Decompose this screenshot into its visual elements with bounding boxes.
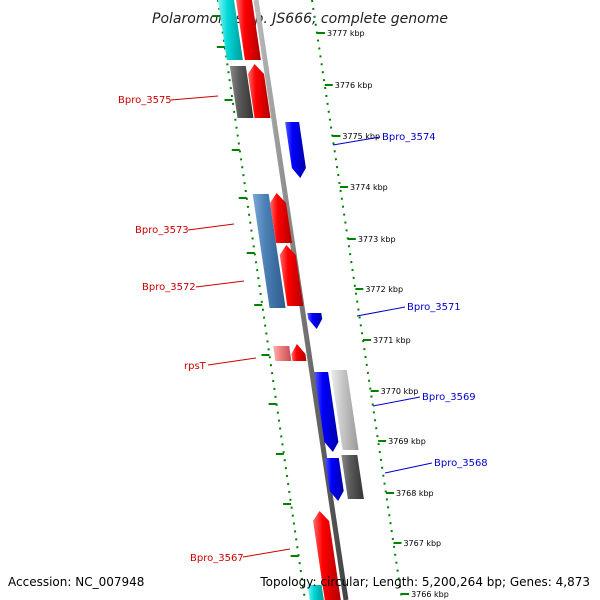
gene-label-right-3: Bpro_3568 (434, 458, 488, 469)
tick-label-6: 3771 kbp (373, 336, 411, 345)
gene-feature-1 (236, 0, 261, 60)
map-title: Polaromonas sp. JS666, complete genome (152, 11, 448, 27)
ruler-left-line (217, 0, 306, 600)
tick-label-11: 3766 kbp (411, 590, 449, 599)
tick-label-3: 3774 kbp (350, 183, 388, 192)
gene-feature-12 (330, 370, 359, 450)
gene-feature-2 (229, 66, 254, 118)
gene-label-left-0: Bpro_3575 (118, 95, 172, 106)
gene-label-left-1: Bpro_3573 (135, 225, 189, 236)
gene-leader-right-2 (372, 396, 421, 407)
gene-feature-13 (324, 458, 344, 501)
gene-feature-4 (285, 122, 306, 178)
label-group: Bpro_3575 Bpro_3573 Bpro_3572 rpsT Bpro_3567… (118, 95, 488, 564)
gene-feature-3 (248, 64, 271, 118)
tick-label-7: 3770 kbp (381, 387, 419, 396)
gene-feature-7 (279, 245, 304, 306)
tick-group: 3777 kbp 3776 kbp 3775 kbp 3774 kbp 3773 kbp… (212, 15, 449, 599)
tick-label-1: 3776 kbp (335, 81, 373, 90)
gene-leader-right-3 (384, 462, 433, 474)
tick-label-2: 3775 kbp (342, 132, 380, 141)
gene-leader-left-4 (242, 548, 291, 558)
gene-feature-15 (313, 511, 341, 600)
topology-label: Topology: circular; Length: 5,200,264 bp… (260, 575, 590, 589)
tick-label-5: 3772 kbp (365, 285, 403, 294)
ruler-right-line (311, 0, 403, 600)
gene-feature-0 (218, 0, 243, 60)
gene-label-left-2: Bpro_3572 (142, 282, 196, 293)
gene-leader-right-1 (356, 306, 406, 317)
gene-leader-left-2 (195, 280, 245, 288)
gene-label-left-4: Bpro_3567 (190, 553, 244, 564)
gene-label-right-1: Bpro_3571 (407, 302, 461, 313)
accession-label: Accession: NC_007948 (8, 575, 145, 589)
tick-label-4: 3773 kbp (358, 235, 396, 244)
gene-feature-14 (341, 455, 364, 499)
gene-feature-16 (307, 585, 324, 600)
gene-label-right-0: Bpro_3574 (382, 132, 436, 143)
gene-leader-left-0 (170, 95, 219, 101)
tick-label-10: 3767 kbp (403, 539, 441, 548)
gene-feature-8 (307, 313, 323, 329)
gene-feature-9 (273, 346, 292, 361)
ruler-group (217, 0, 403, 600)
gene-leader-right-0 (332, 136, 381, 146)
tick-label-9: 3768 kbp (396, 489, 434, 498)
feature-group (218, 0, 364, 600)
gene-label-right-2: Bpro_3569 (422, 392, 476, 403)
gene-label-left-3: rpsT (184, 361, 207, 372)
gene-leader-left-1 (187, 223, 235, 231)
gene-feature-5 (252, 194, 286, 308)
tick-label-0: 3777 kbp (327, 29, 365, 38)
gene-feature-11 (314, 372, 339, 452)
tick-label-8: 3769 kbp (388, 437, 426, 446)
gene-feature-10 (291, 344, 307, 361)
gene-leader-left-3 (207, 357, 257, 366)
gene-feature-6 (270, 193, 292, 243)
